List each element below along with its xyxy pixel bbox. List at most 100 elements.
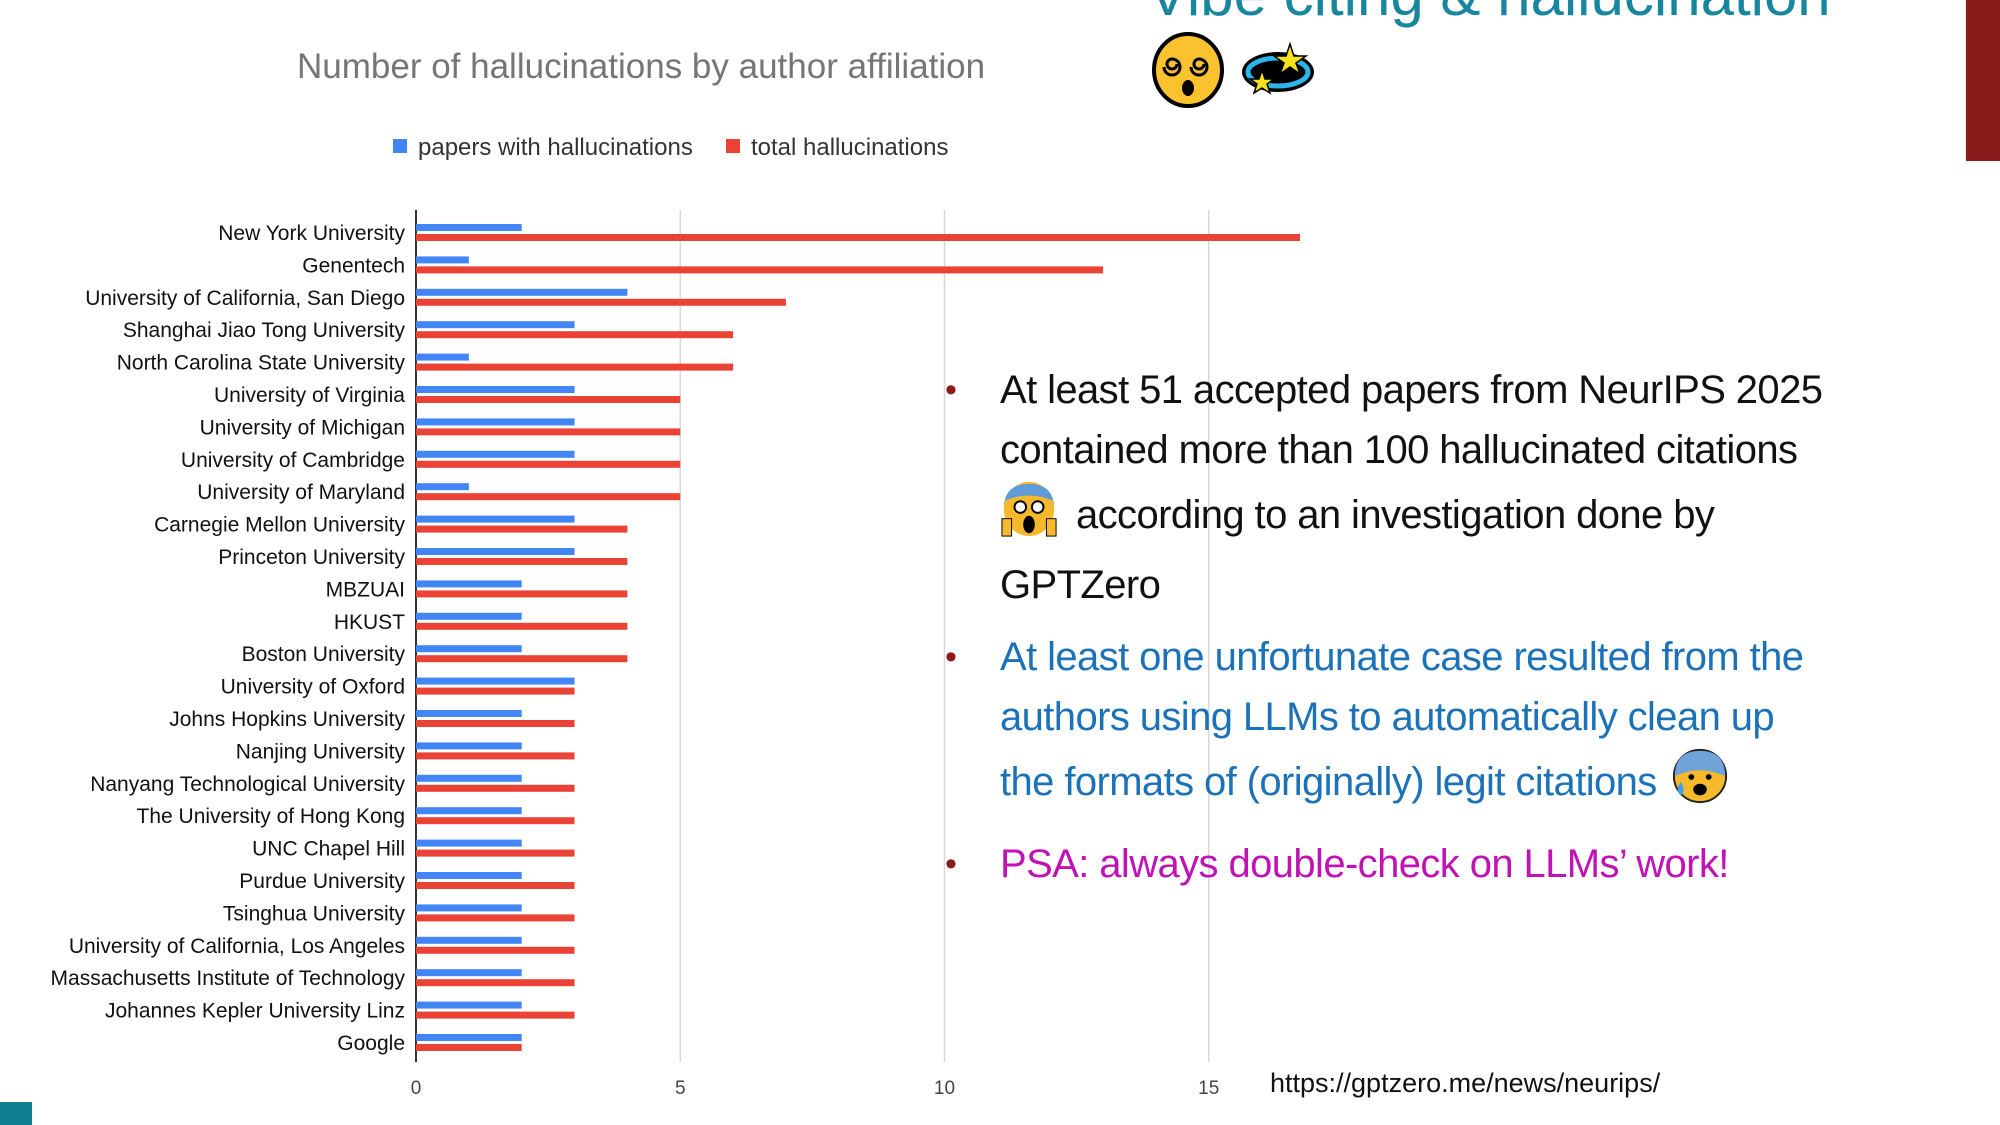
bullet-text: PSA: always double-check on LLMs’ work! <box>1000 842 1729 886</box>
category-label: University of Michigan <box>200 416 405 439</box>
category-label: Google <box>337 1032 405 1055</box>
bar-total <box>416 784 575 792</box>
category-label: University of Oxford <box>221 676 405 699</box>
bar-papers <box>416 321 575 329</box>
chart-title: Number of hallucinations by author affil… <box>297 47 985 86</box>
bar-papers <box>416 548 575 555</box>
bar-papers <box>416 742 522 750</box>
category-label: University of Virginia <box>214 384 405 407</box>
category-label: Princeton University <box>218 546 405 569</box>
bar-papers <box>416 386 575 393</box>
bar-total <box>416 849 575 857</box>
bar-total <box>416 331 734 339</box>
bar-papers <box>416 256 469 264</box>
bar-total <box>416 460 681 468</box>
x-tick-label: 0 <box>411 1078 422 1099</box>
bar-total <box>416 622 628 630</box>
category-label: Massachusetts Institute of Technology <box>51 967 406 990</box>
category-label: New York University <box>218 222 405 245</box>
legend-label: total hallucinations <box>751 134 948 161</box>
bullet-marker: • <box>945 845 957 883</box>
bar-chart: Number of hallucinations by author affil… <box>51 47 1300 1099</box>
bullet-marker: • <box>945 371 957 409</box>
bar-papers <box>416 353 469 361</box>
x-tick-label: 15 <box>1198 1078 1219 1099</box>
category-label: North Carolina State University <box>117 352 406 375</box>
category-label: Carnegie Mellon University <box>154 514 405 537</box>
bar-total <box>416 298 786 306</box>
category-label: Shanghai Jiao Tong University <box>123 319 406 342</box>
bar-papers <box>416 580 522 588</box>
bar-total <box>416 396 681 403</box>
source-url[interactable]: https://gptzero.me/news/neurips/ <box>1270 1068 1661 1098</box>
bullet-item: • At least one unfortunate case resulted … <box>940 627 1970 822</box>
x-tick-label: 5 <box>675 1078 686 1099</box>
decorative-teal-square <box>0 1102 32 1125</box>
category-label: Purdue University <box>239 870 405 893</box>
category-label: Boston University <box>242 643 406 666</box>
bar-total <box>416 946 575 954</box>
category-label: The University of Hong Kong <box>137 805 405 828</box>
bar-papers <box>416 839 522 847</box>
category-label: Johns Hopkins University <box>169 708 405 731</box>
legend-swatch <box>726 139 740 153</box>
bar-total <box>416 979 575 987</box>
bar-papers <box>416 677 575 685</box>
bar-total <box>416 525 628 533</box>
bar-papers <box>416 936 522 944</box>
bar-papers <box>416 288 628 296</box>
bar-papers <box>416 774 522 782</box>
dizzy-stars-icon <box>1242 41 1314 95</box>
bullet-line: PSA: always double-check on LLMs’ work! <box>1000 834 1970 894</box>
bar-papers <box>416 450 575 458</box>
bullet-list: • At least 51 accepted papers from NeurIP… <box>940 360 1970 906</box>
screaming-face-icon <box>1000 480 1058 555</box>
bar-total <box>416 1044 522 1051</box>
category-label: MBZUAI <box>326 578 405 601</box>
bar-total <box>416 655 628 663</box>
bar-total <box>416 428 681 436</box>
bullet-text: contained more than 100 hallucinated cit… <box>1000 428 1798 472</box>
bullet-line: authors using LLMs to automatically clea… <box>1000 687 1970 747</box>
bullet-text: the formats of (originally) legit citati… <box>1000 760 1657 805</box>
category-label: University of Cambridge <box>181 449 405 472</box>
category-label: Genentech <box>302 254 405 277</box>
category-label: Nanyang Technological University <box>90 773 405 796</box>
bullet-text: At least one unfortunate case resulted f… <box>1000 635 1804 679</box>
category-label: Nanjing University <box>236 740 406 763</box>
bar-papers <box>416 710 522 717</box>
bar-papers <box>416 483 469 491</box>
bar-papers <box>416 872 522 879</box>
bar-papers <box>416 969 522 977</box>
bar-total <box>416 1011 575 1019</box>
category-label: HKUST <box>334 611 405 634</box>
category-label: University of Maryland <box>197 481 405 504</box>
bar-total <box>416 493 681 501</box>
bar-papers <box>416 612 522 620</box>
bullet-item: • At least 51 accepted papers from NeurIP… <box>940 360 1970 615</box>
bullet-text: GPTZero <box>1000 563 1161 607</box>
title-emojis <box>1150 32 1318 108</box>
decorative-red-bar <box>1966 0 2000 161</box>
bullet-item: • PSA: always double-check on LLMs’ work! <box>940 834 1970 894</box>
bullet-line: At least one unfortunate case resulted f… <box>1000 627 1970 687</box>
bar-total <box>416 590 628 598</box>
bar-total <box>416 882 575 889</box>
bullet-text: At least 51 accepted papers from NeurIPS… <box>1000 368 1823 412</box>
anxious-sweat-face-icon <box>1671 747 1729 822</box>
x-tick-label: 10 <box>934 1078 955 1099</box>
bullet-text: according to an investigation done by <box>1076 493 1715 538</box>
bar-papers <box>416 224 522 231</box>
bar-total <box>416 266 1104 274</box>
bullet-line: contained more than 100 hallucinated cit… <box>1000 420 1970 480</box>
bar-total <box>416 817 575 825</box>
bar-papers <box>416 904 522 912</box>
legend-swatch <box>393 139 407 153</box>
bar-papers <box>416 1001 522 1009</box>
category-label: Johannes Kepler University Linz <box>105 1000 405 1023</box>
bar-total <box>416 752 575 760</box>
legend-label: papers with hallucinations <box>418 134 693 161</box>
bullet-line: At least 51 accepted papers from NeurIPS… <box>1000 360 1970 420</box>
bar-papers <box>416 807 522 815</box>
bar-total <box>416 687 575 695</box>
